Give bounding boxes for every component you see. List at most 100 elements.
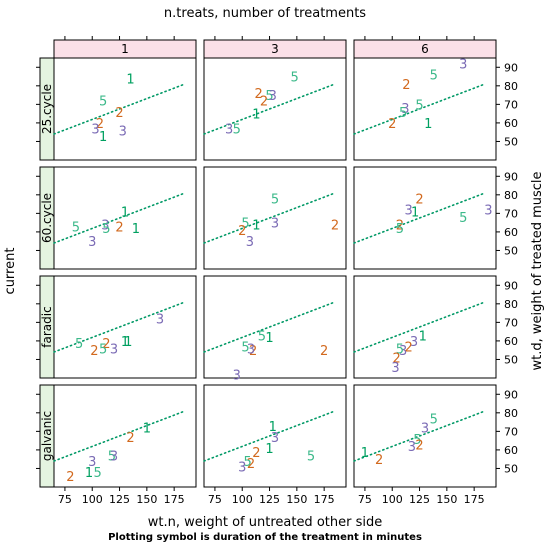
data-point: 2 bbox=[249, 344, 257, 359]
panel-frame bbox=[353, 57, 497, 161]
data-point: 5 bbox=[102, 222, 110, 237]
data-point: 3 bbox=[233, 368, 241, 383]
data-point: 5 bbox=[396, 222, 404, 237]
x-tick-label: 125 bbox=[259, 493, 280, 506]
y-tick-label: 60 bbox=[504, 444, 518, 457]
y-tick-label: 90 bbox=[504, 61, 518, 74]
data-point: 3 bbox=[399, 344, 407, 359]
y-axis-label-right: wt.d, weight of treated muscle bbox=[530, 171, 545, 370]
y-tick-label: 50 bbox=[504, 135, 518, 148]
y-tick-label: 50 bbox=[504, 244, 518, 257]
reference-line bbox=[353, 301, 486, 353]
data-point: 5 bbox=[99, 342, 107, 357]
x-axis-label: wt.n, weight of untreated other side bbox=[148, 515, 382, 530]
reference-line bbox=[203, 410, 336, 462]
data-point: 2 bbox=[102, 337, 110, 352]
x-tick-label: 150 bbox=[436, 493, 457, 506]
panel-frame bbox=[353, 166, 497, 270]
data-point: 3 bbox=[408, 440, 416, 455]
data-point: 1 bbox=[99, 130, 107, 145]
x-tick-label: 100 bbox=[382, 493, 403, 506]
x-tick-label: 100 bbox=[82, 493, 103, 506]
data-point: 5 bbox=[413, 433, 421, 448]
data-point: 3 bbox=[101, 218, 109, 233]
data-point: 5 bbox=[430, 412, 438, 427]
data-point: 1 bbox=[411, 206, 419, 221]
data-point: 1 bbox=[265, 442, 273, 457]
data-point: 5 bbox=[399, 106, 407, 121]
data-point: 3 bbox=[271, 431, 279, 446]
data-point: 2 bbox=[90, 344, 98, 359]
data-point: 3 bbox=[119, 124, 127, 139]
data-point: 3 bbox=[459, 58, 467, 73]
data-point: 3 bbox=[247, 342, 255, 357]
data-point: 3 bbox=[91, 122, 99, 137]
x-tick-label: 75 bbox=[208, 493, 222, 506]
y-tick-label: 80 bbox=[504, 407, 518, 420]
y-tick-label: 70 bbox=[504, 98, 518, 111]
data-point: 5 bbox=[291, 71, 299, 86]
reference-line bbox=[203, 192, 336, 244]
data-point: 5 bbox=[430, 69, 438, 84]
panel-frame bbox=[203, 275, 347, 379]
data-point: 3 bbox=[110, 449, 118, 464]
data-point: 2 bbox=[388, 117, 396, 132]
data-point: 1 bbox=[124, 335, 132, 350]
data-point: 5 bbox=[94, 466, 102, 481]
data-point: 1 bbox=[265, 331, 273, 346]
data-point: 3 bbox=[484, 204, 492, 219]
data-point: 5 bbox=[241, 340, 249, 355]
x-tick-label: 75 bbox=[358, 493, 372, 506]
row-strip-label: faradic bbox=[40, 306, 54, 347]
data-point: 5 bbox=[265, 89, 273, 104]
row-strip-label: galvanic bbox=[40, 411, 54, 461]
y-tick-label: 90 bbox=[504, 388, 518, 401]
data-point: 3 bbox=[225, 122, 233, 137]
panel-frame bbox=[203, 57, 347, 161]
data-point: 5 bbox=[307, 449, 315, 464]
reference-line bbox=[53, 192, 186, 244]
y-tick-label: 60 bbox=[504, 335, 518, 348]
data-point: 2 bbox=[115, 220, 123, 235]
row-strip-label: 25.cycle bbox=[40, 84, 54, 134]
data-point: 1 bbox=[143, 422, 151, 437]
data-point: 2 bbox=[331, 218, 339, 233]
data-point: 2 bbox=[404, 340, 412, 355]
reference-line bbox=[53, 301, 186, 353]
data-point: 3 bbox=[404, 204, 412, 219]
data-point: 5 bbox=[108, 449, 116, 464]
y-tick-label: 80 bbox=[504, 80, 518, 93]
data-point: 2 bbox=[415, 193, 423, 208]
reference-line bbox=[353, 83, 486, 135]
column-strip-label: 6 bbox=[421, 42, 429, 56]
y-tick-label: 90 bbox=[504, 170, 518, 183]
reference-line bbox=[53, 410, 186, 462]
x-tick-label: 175 bbox=[164, 493, 185, 506]
y-tick-label: 60 bbox=[504, 117, 518, 130]
data-point: 2 bbox=[254, 87, 262, 102]
panel-frame bbox=[53, 384, 197, 488]
y-tick-label: 50 bbox=[504, 353, 518, 366]
data-point: 2 bbox=[252, 446, 260, 461]
y-tick-label: 60 bbox=[504, 226, 518, 239]
data-point: 1 bbox=[121, 206, 129, 221]
data-point: 2 bbox=[260, 95, 268, 110]
reference-line bbox=[203, 301, 336, 353]
y-tick-label: 90 bbox=[504, 279, 518, 292]
x-tick-label: 75 bbox=[58, 493, 72, 506]
x-tick-label: 125 bbox=[109, 493, 130, 506]
data-point: 1 bbox=[132, 222, 140, 237]
x-tick-label: 100 bbox=[232, 493, 253, 506]
data-point: 5 bbox=[244, 455, 252, 470]
panel-frame bbox=[53, 57, 197, 161]
x-tick-label: 150 bbox=[286, 493, 307, 506]
data-point: 2 bbox=[396, 218, 404, 233]
y-tick-label: 80 bbox=[504, 298, 518, 311]
y-tick-label: 50 bbox=[504, 462, 518, 475]
chart-title: n.treats, number of treatments bbox=[164, 6, 366, 21]
data-point: 1 bbox=[252, 218, 260, 233]
y-tick-label: 80 bbox=[504, 189, 518, 202]
data-point: 2 bbox=[415, 438, 423, 453]
